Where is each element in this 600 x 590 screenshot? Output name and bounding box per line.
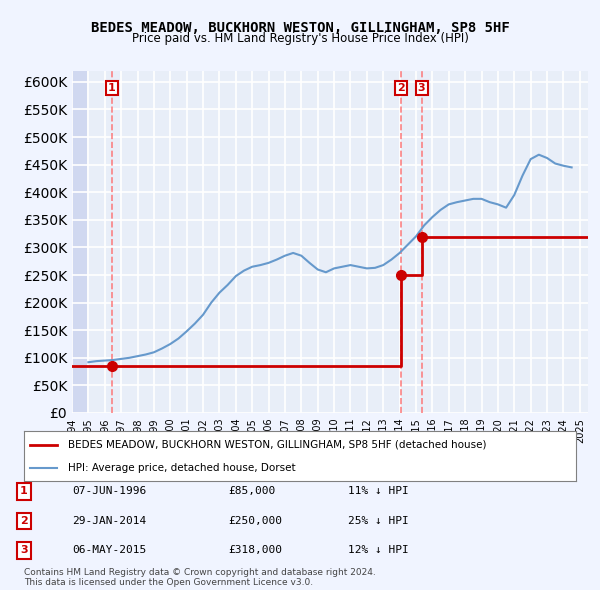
Text: 12% ↓ HPI: 12% ↓ HPI — [348, 546, 409, 555]
Text: Contains HM Land Registry data © Crown copyright and database right 2024.
This d: Contains HM Land Registry data © Crown c… — [24, 568, 376, 587]
Text: 2: 2 — [20, 516, 28, 526]
Text: BEDES MEADOW, BUCKHORN WESTON, GILLINGHAM, SP8 5HF: BEDES MEADOW, BUCKHORN WESTON, GILLINGHA… — [91, 21, 509, 35]
Text: 3: 3 — [20, 546, 28, 555]
Text: 2: 2 — [397, 83, 405, 93]
Text: £85,000: £85,000 — [228, 487, 275, 496]
Text: 29-JAN-2014: 29-JAN-2014 — [72, 516, 146, 526]
Text: £318,000: £318,000 — [228, 546, 282, 555]
Text: BEDES MEADOW, BUCKHORN WESTON, GILLINGHAM, SP8 5HF (detached house): BEDES MEADOW, BUCKHORN WESTON, GILLINGHA… — [68, 440, 487, 450]
Bar — [72, 71, 87, 413]
Text: 25% ↓ HPI: 25% ↓ HPI — [348, 516, 409, 526]
Text: HPI: Average price, detached house, Dorset: HPI: Average price, detached house, Dors… — [68, 463, 296, 473]
Text: £250,000: £250,000 — [228, 516, 282, 526]
Text: 06-MAY-2015: 06-MAY-2015 — [72, 546, 146, 555]
Text: 07-JUN-1996: 07-JUN-1996 — [72, 487, 146, 496]
Text: 3: 3 — [418, 83, 425, 93]
Text: 11% ↓ HPI: 11% ↓ HPI — [348, 487, 409, 496]
Text: Price paid vs. HM Land Registry's House Price Index (HPI): Price paid vs. HM Land Registry's House … — [131, 32, 469, 45]
Text: 1: 1 — [108, 83, 116, 93]
Text: 1: 1 — [20, 487, 28, 496]
